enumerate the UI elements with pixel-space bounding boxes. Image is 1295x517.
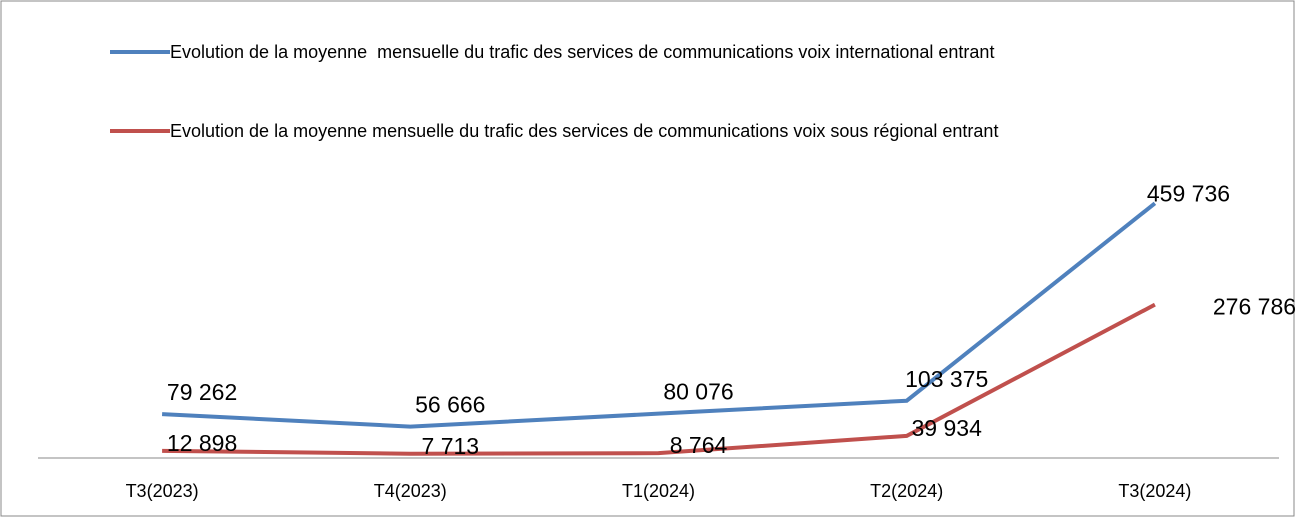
line <box>161 201 1157 429</box>
data-label: 79 262 <box>167 379 237 405</box>
data-label: 80 076 <box>663 379 733 405</box>
data-label: 12 898 <box>167 430 237 456</box>
data-label: 56 666 <box>415 392 485 418</box>
legend-label: Evolution de la moyenne mensuelle du tra… <box>170 121 999 141</box>
x-tick-label: T3(2024) <box>1118 481 1191 501</box>
x-tick-label: T2(2024) <box>870 481 943 501</box>
data-label: 7 713 <box>422 433 480 459</box>
legend-label: Evolution de la moyenne mensuelle du tra… <box>170 42 995 62</box>
x-tick-label: T1(2024) <box>622 481 695 501</box>
x-tick-label: T4(2023) <box>374 481 447 501</box>
data-label: 103 375 <box>905 366 988 392</box>
line <box>162 302 1156 456</box>
data-label: 459 736 <box>1147 180 1230 206</box>
x-tick-label: T3(2023) <box>126 481 199 501</box>
data-label: 39 934 <box>912 415 983 441</box>
data-label: 276 786 <box>1213 294 1295 320</box>
data-label: 8 764 <box>670 432 728 458</box>
